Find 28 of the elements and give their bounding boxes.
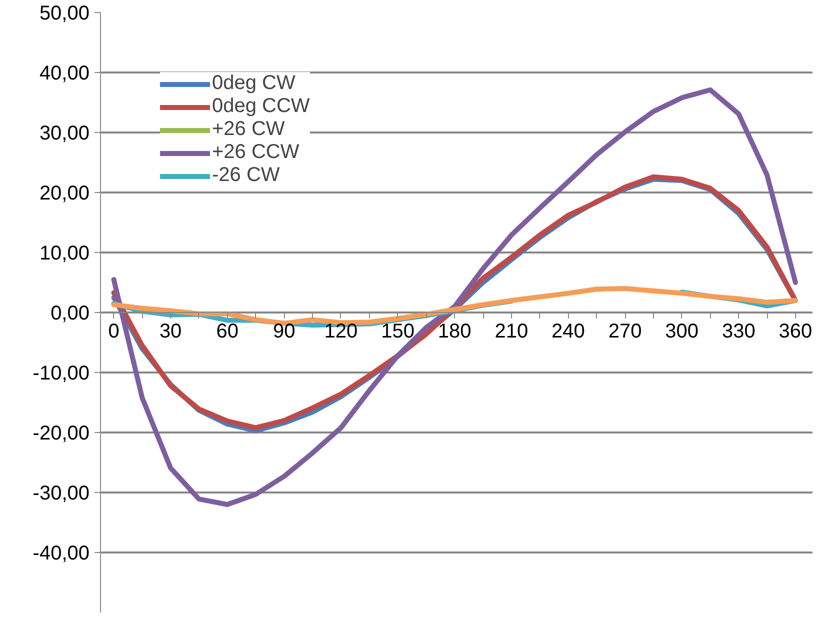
x-tick-label: 60 [216,320,238,342]
x-tick-label: 30 [159,320,182,342]
y-tick-label: -40,00 [32,542,90,564]
x-tick-label: 120 [324,320,358,342]
x-tick-label: 330 [722,320,756,342]
y-tick-label: -20,00 [32,422,90,444]
x-tick-label: 300 [665,320,699,342]
x-tick-label: 270 [608,320,642,342]
y-tick-label: -10,00 [32,362,90,384]
y-tick-label: 10,00 [39,242,90,264]
legend-label: -26 CW [212,164,280,187]
y-tick-label: 50,00 [39,2,90,24]
x-tick-label: 90 [273,320,296,342]
x-tick-label: 0 [108,320,120,342]
x-tick-label: 240 [552,320,585,342]
y-tick-label: -30,00 [32,482,90,504]
y-tick-label: 0,00 [50,302,90,324]
y-tick-label: 30,00 [39,122,90,144]
legend-label: +26 CCW [212,141,300,164]
legend-label: +26 CW [212,118,285,141]
legend-label: 0deg CCW [212,95,310,118]
x-tick-label: 150 [381,320,414,342]
x-tick-label: 210 [494,320,528,342]
legend-label: 0deg CW [212,72,296,95]
x-tick-label: 180 [438,320,472,342]
x-tick-label: 360 [778,320,812,342]
y-tick-label: 20,00 [39,182,90,204]
y-tick-label: 40,00 [39,62,90,84]
